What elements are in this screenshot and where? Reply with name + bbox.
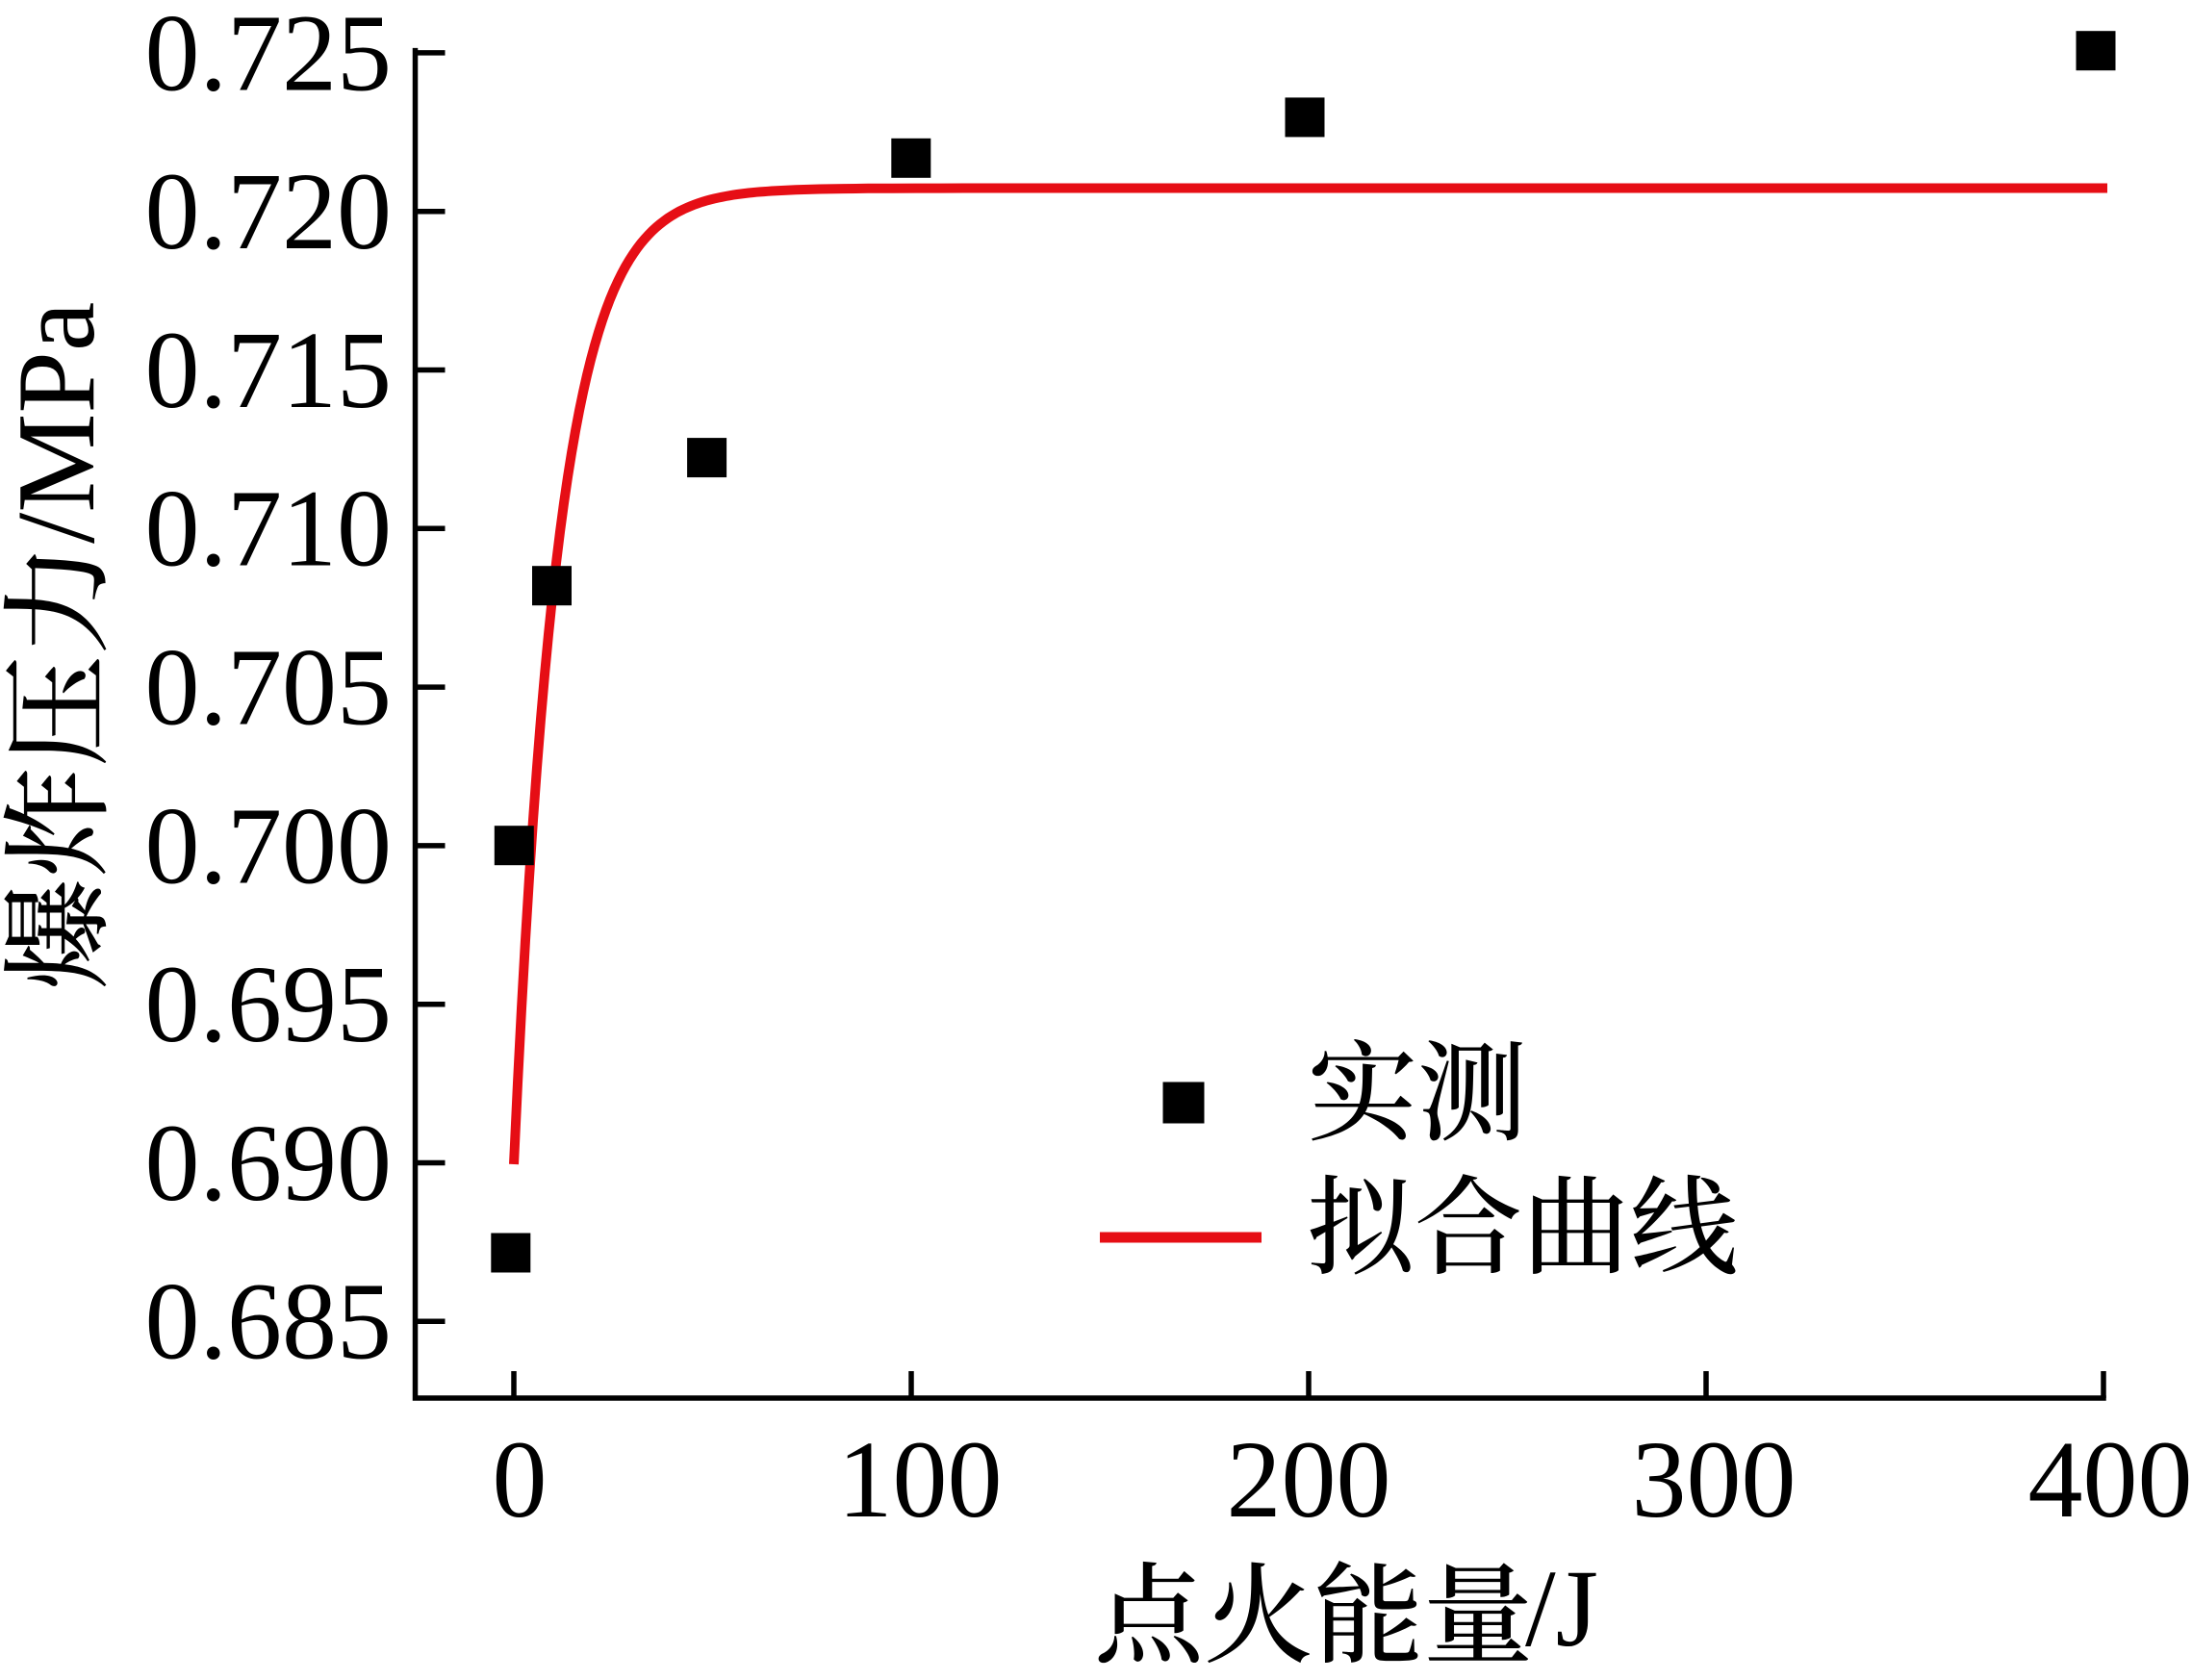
svg-text:/J: /J [1525,1547,1598,1669]
svg-text:0.685: 0.685 [145,1260,393,1383]
svg-text:0.720: 0.720 [145,150,393,272]
svg-text:0.715: 0.715 [145,309,393,431]
svg-text:/MPa: /MPa [0,302,118,544]
svg-text:400: 400 [2028,1418,2192,1540]
svg-text:300: 300 [1632,1418,1797,1540]
svg-text:0.695: 0.695 [145,943,393,1065]
svg-text:0.705: 0.705 [145,626,393,749]
svg-text:200: 200 [1227,1418,1391,1540]
svg-text:0.710: 0.710 [145,468,393,590]
svg-text:0.690: 0.690 [145,1102,393,1224]
svg-text:100: 100 [838,1418,1003,1540]
svg-text:0: 0 [493,1418,548,1540]
svg-text:0.700: 0.700 [145,784,393,906]
svg-text:0.725: 0.725 [145,0,393,114]
